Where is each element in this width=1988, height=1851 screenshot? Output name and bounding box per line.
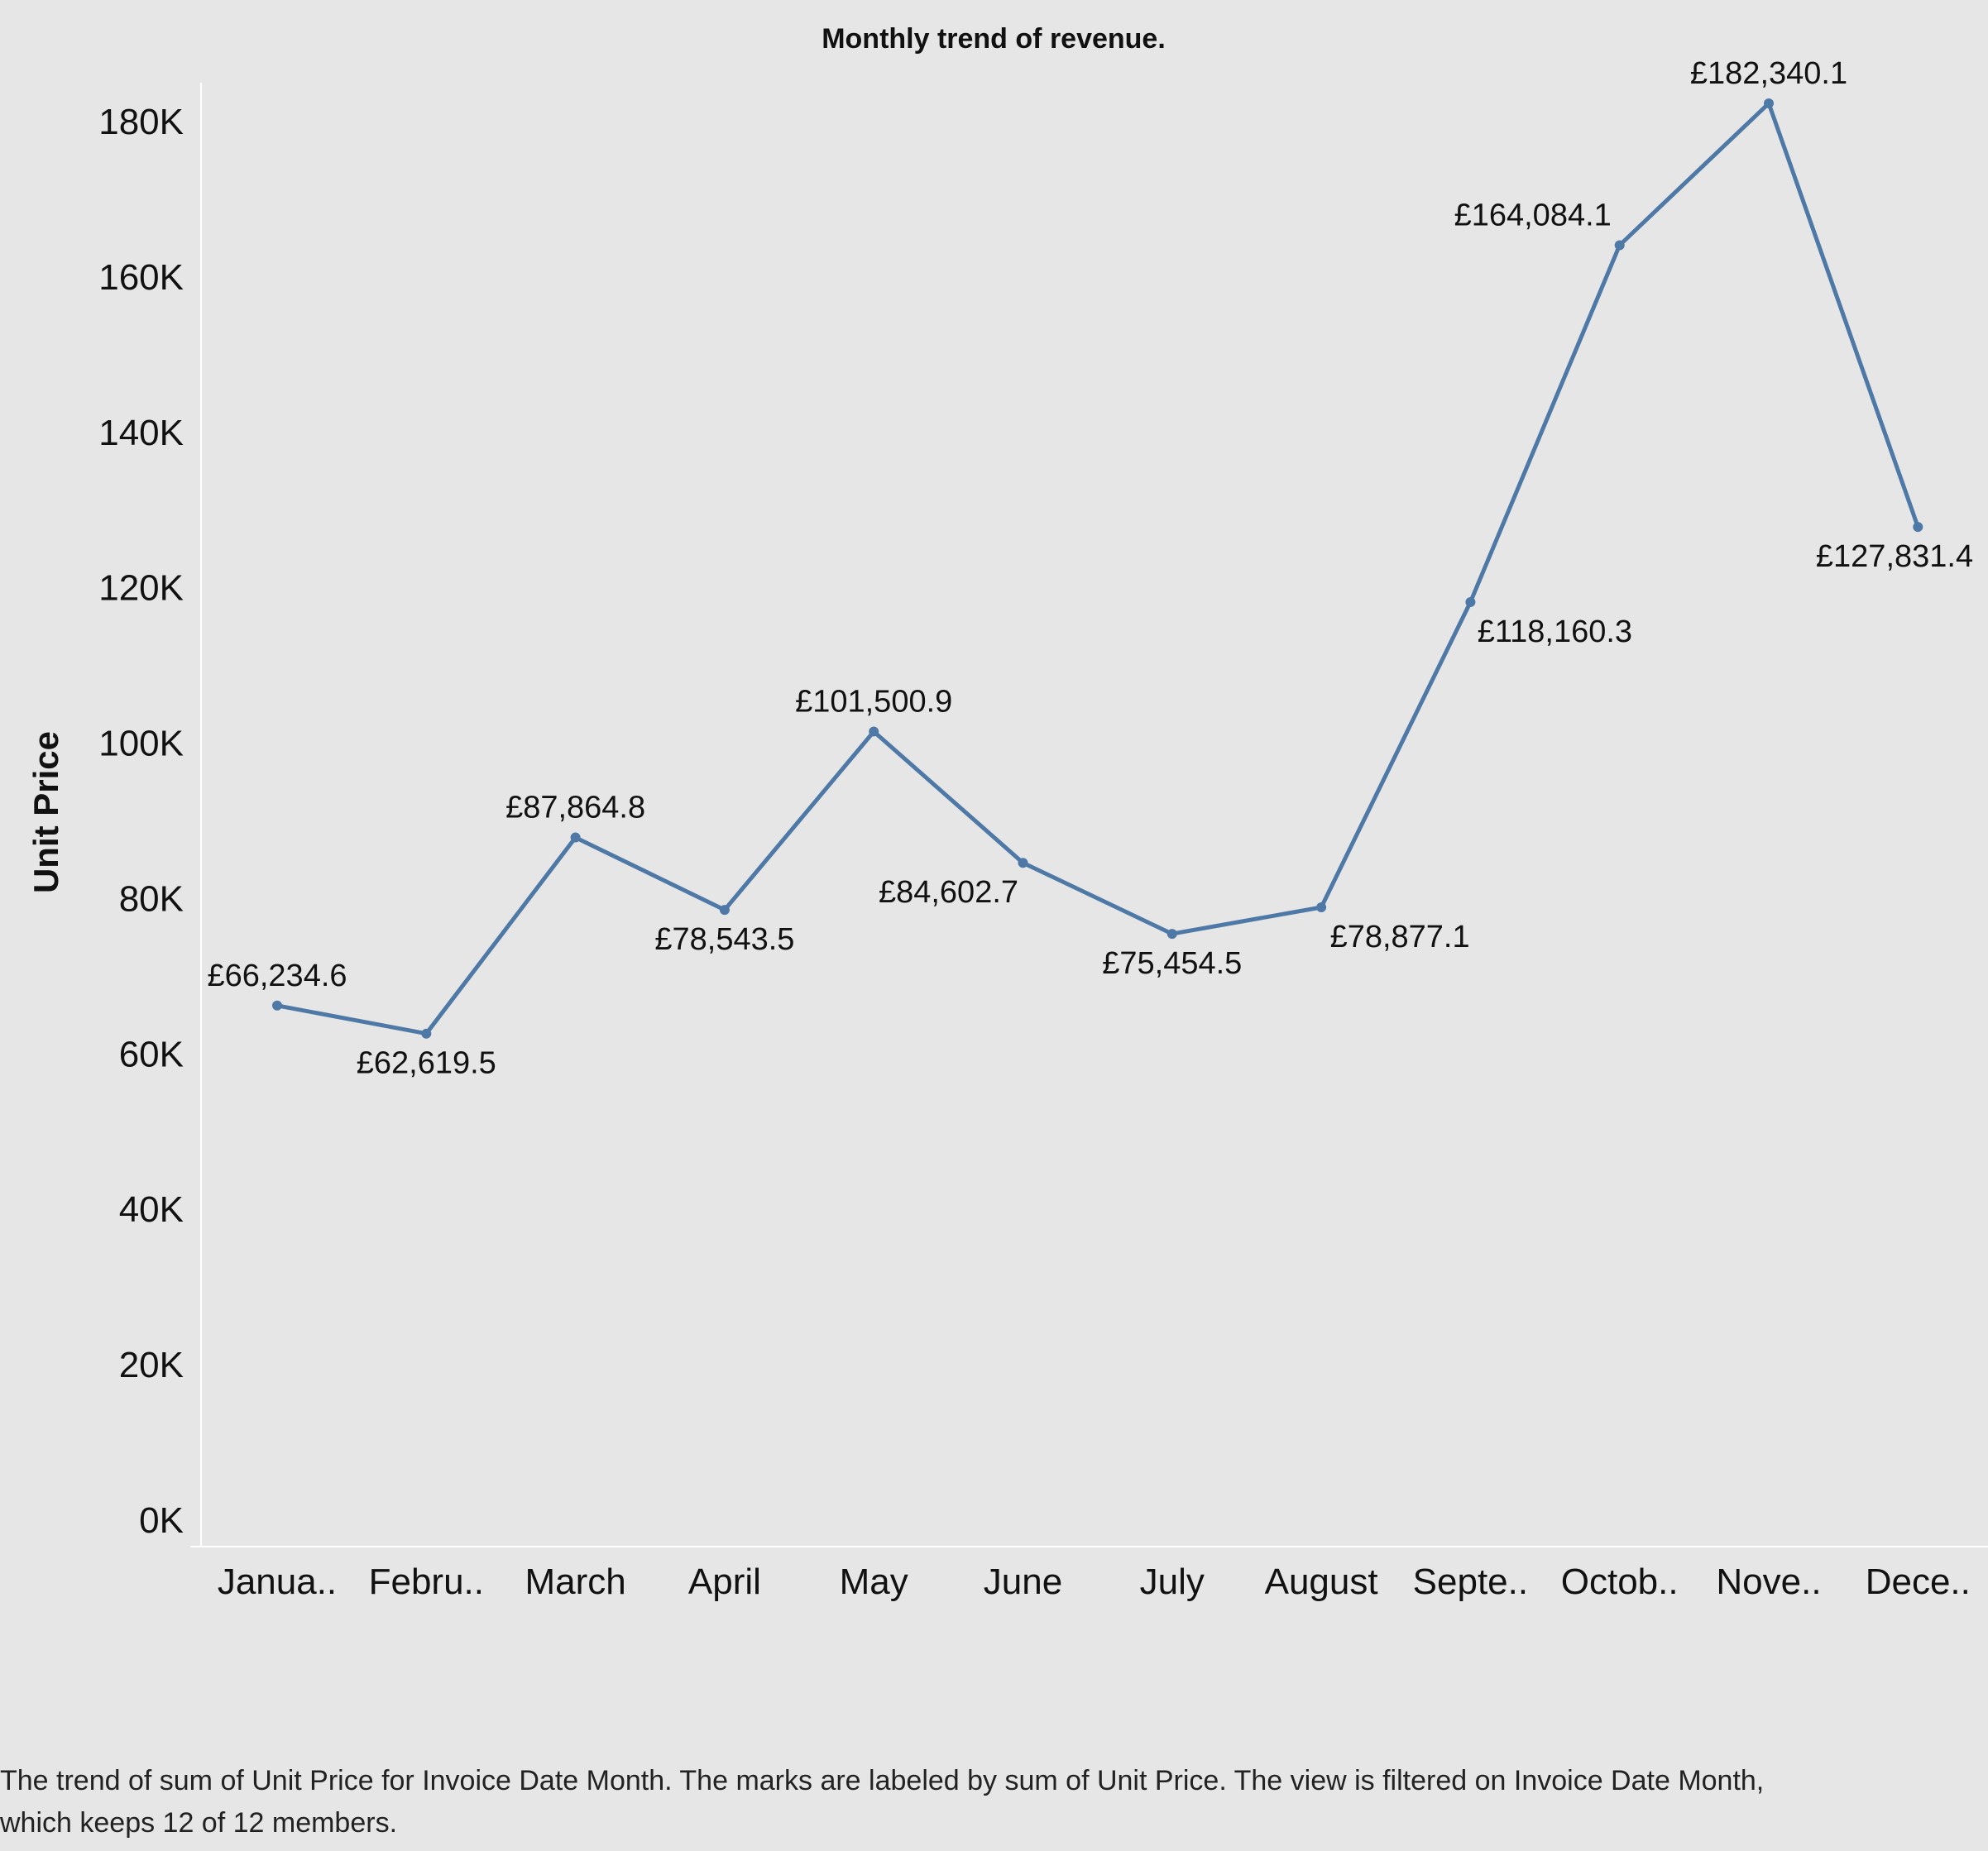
data-point (719, 905, 730, 916)
y-tick-label: 180K (98, 102, 184, 142)
x-tick-label: Octob.. (1561, 1562, 1679, 1602)
caption-line-1: The trend of sum of Unit Price for Invoi… (0, 1765, 1765, 1796)
x-tick-label: June (984, 1562, 1062, 1602)
x-tick-label: April (688, 1562, 761, 1602)
chart-title: Monthly trend of revenue. (822, 23, 1166, 55)
x-tick-label: May (840, 1562, 908, 1602)
data-label: £101,500.9 (795, 684, 952, 719)
data-labels: £66,234.6 £62,619.5 £87,864.8 £78,543.5 £101… (207, 56, 1973, 1081)
y-tick-label: 160K (98, 257, 184, 298)
data-label: £84,602.7 (879, 875, 1018, 910)
data-point (1316, 902, 1327, 912)
y-tick-label: 40K (119, 1189, 184, 1230)
y-tick-label: 140K (98, 413, 184, 453)
data-point (1913, 522, 1923, 533)
x-tick-label: Nove.. (1716, 1562, 1821, 1602)
y-tick-label: 0K (139, 1500, 184, 1541)
data-point (869, 726, 879, 737)
data-label: £182,340.1 (1690, 56, 1847, 91)
data-label: £118,160.3 (1478, 615, 1632, 649)
data-label: £66,234.6 (207, 959, 347, 993)
data-point (421, 1028, 432, 1039)
data-point (1465, 596, 1476, 607)
series-line (276, 101, 1920, 1036)
chart-caption: The trend of sum of Unit Price for Invoi… (0, 1760, 1988, 1844)
x-axis-ticks: Janua.. Febru.. March April May June July Augus… (218, 1562, 1971, 1602)
y-tick-label: 80K (119, 878, 184, 919)
x-tick-label: Septe.. (1413, 1562, 1528, 1602)
y-tick-label: 60K (119, 1034, 184, 1074)
caption-line-2: which keeps 12 of 12 members. (0, 1807, 398, 1839)
y-axis-ticks: 0K 20K 40K 60K 80K 100K 120K 140K 160K 180K (98, 102, 184, 1541)
x-tick-label: Febru.. (369, 1562, 484, 1602)
data-label: £127,831.4 (1816, 539, 1973, 574)
y-axis-label: Unit Price (26, 731, 65, 893)
data-label: £62,619.5 (357, 1046, 496, 1081)
data-label: £87,864.8 (505, 791, 645, 825)
data-label: £78,543.5 (654, 922, 794, 957)
data-point (1166, 929, 1177, 940)
data-point (1614, 240, 1625, 251)
data-label: £75,454.5 (1102, 946, 1242, 981)
data-point (1764, 98, 1774, 109)
y-tick-label: 20K (119, 1345, 184, 1385)
data-point (570, 832, 581, 843)
data-point (1018, 858, 1028, 868)
x-tick-label: July (1140, 1562, 1205, 1602)
x-tick-label: August (1265, 1562, 1378, 1602)
y-tick-label: 120K (98, 568, 184, 609)
data-label: £164,084.1 (1454, 198, 1612, 233)
data-points (272, 98, 1923, 1039)
data-point (272, 1000, 282, 1011)
y-tick-label: 100K (98, 724, 184, 764)
x-tick-label: Janua.. (218, 1562, 337, 1602)
x-tick-label: Dece.. (1866, 1562, 1971, 1602)
x-tick-label: March (525, 1562, 625, 1602)
data-label: £78,877.1 (1330, 920, 1470, 954)
